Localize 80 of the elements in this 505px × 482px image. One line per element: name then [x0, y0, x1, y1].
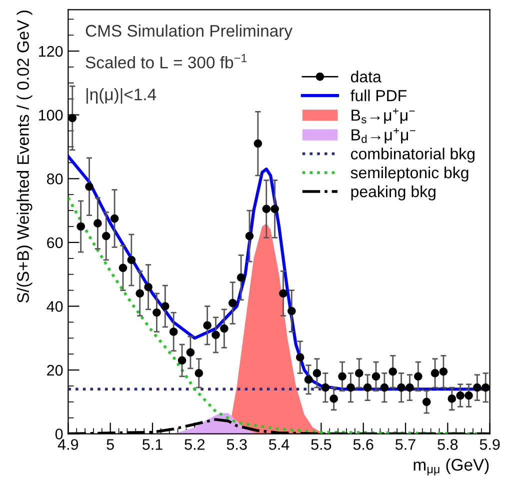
point — [102, 232, 110, 240]
legend-label: B$_{s}$→μ$^{+}$μ$^{−}$ — [352, 108, 415, 124]
y-tick-label: 60 — [47, 237, 63, 248]
point — [422, 398, 431, 406]
point — [312, 369, 322, 378]
point — [354, 369, 364, 378]
point — [430, 369, 440, 378]
legend-label: data — [350, 70, 382, 82]
point — [279, 289, 288, 298]
x-tick-label: 5.9 — [480, 439, 500, 450]
point — [169, 328, 178, 336]
point — [236, 273, 246, 282]
point — [296, 353, 304, 362]
point — [372, 372, 380, 381]
point — [270, 204, 279, 214]
point — [456, 391, 464, 400]
point — [254, 139, 262, 148]
legend-label: B$_{d}$→μ$^{+}$μ$^{−}$ — [352, 128, 416, 144]
point — [228, 298, 237, 308]
y-axis-title: S/(S+B) Weighted Events / ( 0.02 GeV ) — [16, 10, 32, 303]
point — [388, 367, 398, 376]
legend-label: semileptonic bkg — [350, 166, 468, 182]
x-tick-label: 5.4 — [269, 439, 290, 450]
point — [481, 383, 490, 392]
point — [94, 219, 102, 228]
y-tick-label: 120 — [38, 46, 63, 57]
point — [220, 324, 228, 333]
x-tick-label: 5.8 — [438, 439, 458, 450]
point — [212, 330, 220, 340]
point — [338, 372, 346, 381]
point — [304, 375, 313, 384]
y-tick-label: 80 — [46, 174, 63, 184]
y-tick-label: 0 — [55, 428, 63, 440]
point — [439, 367, 448, 376]
y-tick-label: 100 — [38, 110, 63, 121]
point — [203, 321, 212, 330]
point — [136, 289, 144, 298]
x-tick-label: 5.1 — [142, 439, 162, 450]
point — [363, 383, 372, 392]
point — [464, 391, 473, 400]
point — [448, 394, 456, 403]
annotation: CMS Simulation Preliminary — [86, 24, 292, 40]
point — [194, 369, 204, 378]
x-tick-label: 5.5 — [311, 439, 332, 450]
x-axis-title: m$_{μμ}$ (GeV) — [414, 458, 489, 476]
legend-label: combinatorial bkg — [350, 148, 474, 163]
annotation: Scaled to L = 300 fb$^{−1}$ — [86, 54, 247, 68]
point — [178, 356, 186, 365]
point — [118, 264, 128, 272]
x-tick-label: 5 — [106, 439, 114, 450]
x-tick-label: 5.6 — [353, 439, 374, 450]
point — [160, 302, 170, 310]
point — [414, 372, 422, 381]
point — [330, 394, 338, 403]
legend-label: full PDF — [350, 90, 406, 102]
x-tick-label: 5.7 — [396, 439, 416, 450]
point — [68, 114, 77, 122]
point — [127, 256, 136, 264]
point — [380, 383, 389, 392]
annotation: |η(μ)|<1.4 — [86, 88, 156, 104]
point — [144, 282, 152, 292]
point — [346, 383, 355, 392]
legend-label: peaking bkg — [351, 185, 436, 200]
point — [85, 182, 94, 191]
point — [262, 204, 271, 214]
point — [287, 306, 296, 316]
point — [245, 232, 254, 240]
x-tick-label: 4.9 — [58, 439, 78, 450]
point — [397, 383, 406, 392]
point — [186, 348, 195, 357]
point — [110, 214, 119, 223]
point — [152, 308, 161, 317]
point — [473, 383, 482, 392]
y-tick-label: 20 — [47, 364, 63, 376]
point — [321, 383, 330, 392]
x-tick-label: 5.2 — [184, 439, 205, 450]
point — [406, 383, 414, 392]
y-tick-label: 40 — [46, 301, 63, 312]
point — [76, 222, 85, 231]
x-tick-label: 5.3 — [226, 439, 247, 450]
